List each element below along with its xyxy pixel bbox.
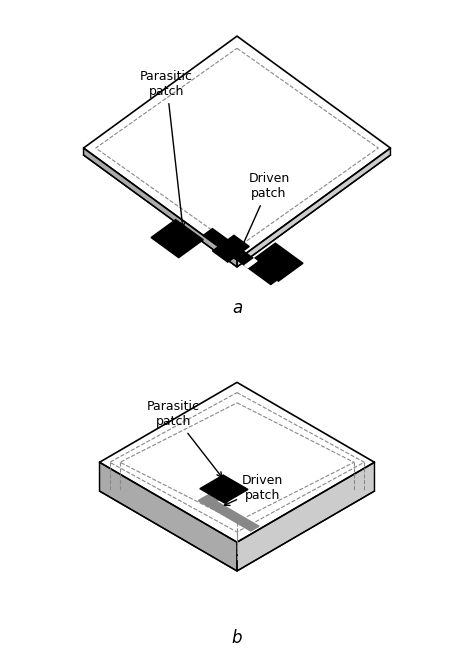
Text: Parasitic
patch: Parasitic patch [146,400,222,477]
Text: Driven
patch: Driven patch [240,173,290,250]
Polygon shape [199,492,222,506]
Polygon shape [100,462,237,571]
Polygon shape [83,148,237,267]
Polygon shape [212,235,249,262]
Polygon shape [245,259,257,267]
Text: a: a [232,299,242,317]
Text: Parasitic
patch: Parasitic patch [140,70,193,228]
Polygon shape [199,496,259,531]
Text: Driven
patch: Driven patch [225,474,283,506]
Polygon shape [203,229,280,284]
Polygon shape [100,383,374,542]
Polygon shape [251,243,303,281]
Text: b: b [232,629,242,647]
Polygon shape [237,462,374,571]
Polygon shape [151,220,203,258]
Polygon shape [200,475,248,503]
Polygon shape [83,36,391,260]
Polygon shape [83,36,391,260]
Polygon shape [237,148,391,267]
